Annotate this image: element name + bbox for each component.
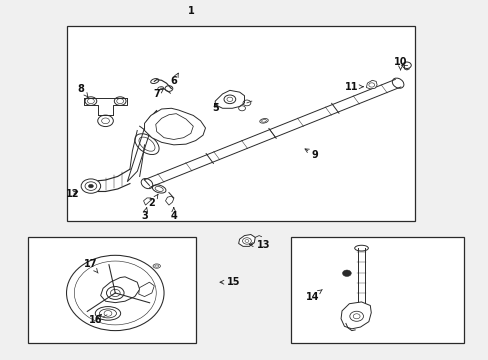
Polygon shape (215, 90, 244, 108)
Text: 3: 3 (141, 208, 147, 221)
Text: 16: 16 (89, 314, 102, 325)
Text: 11: 11 (345, 82, 363, 92)
Text: 13: 13 (249, 239, 270, 249)
Circle shape (88, 184, 93, 188)
Bar (66, 26, 414, 221)
Text: 9: 9 (305, 149, 318, 160)
Circle shape (342, 270, 350, 276)
Text: 1: 1 (187, 6, 194, 17)
Polygon shape (366, 80, 376, 89)
Bar (27, 237, 195, 343)
Polygon shape (238, 234, 255, 246)
Text: 10: 10 (393, 57, 407, 70)
Text: 14: 14 (305, 289, 322, 302)
Text: 15: 15 (220, 277, 240, 287)
Polygon shape (139, 282, 154, 297)
Text: 7: 7 (153, 89, 163, 99)
Text: 17: 17 (84, 259, 98, 273)
Text: 4: 4 (170, 208, 177, 221)
Text: 8: 8 (78, 84, 88, 97)
Text: 2: 2 (148, 194, 158, 208)
Text: 12: 12 (66, 189, 80, 199)
Bar (290, 237, 463, 343)
Polygon shape (144, 108, 205, 145)
Polygon shape (101, 277, 140, 303)
Polygon shape (340, 302, 370, 329)
Text: 5: 5 (211, 103, 218, 113)
Text: 6: 6 (170, 73, 178, 86)
